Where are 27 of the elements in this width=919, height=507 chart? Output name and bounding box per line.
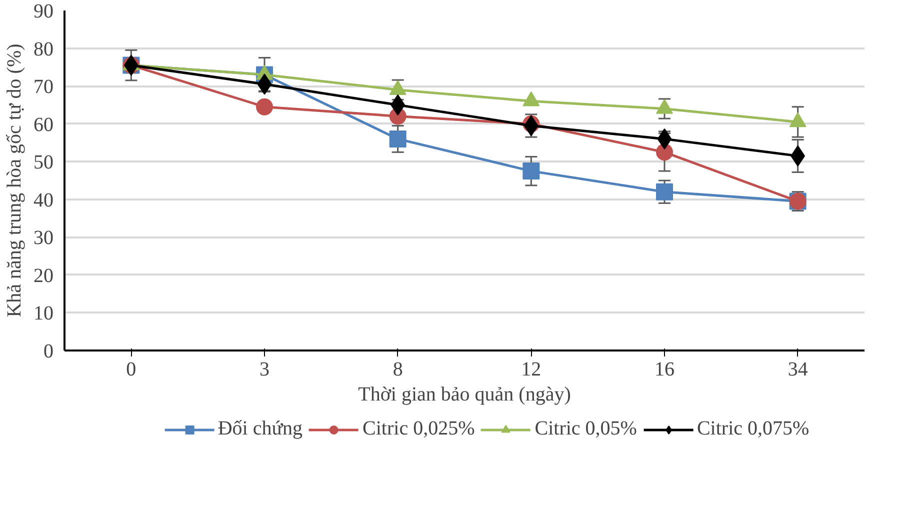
y-tick-label: 70 [34,76,54,98]
y-tick-label: 40 [34,189,54,212]
x-tick-label: 8 [392,358,403,380]
y-tick-label: 0 [44,340,54,362]
x-tick-label: 16 [654,358,674,380]
point [389,130,406,148]
y-tick-label: 80 [34,38,54,60]
x-tick-label: 12 [521,358,542,380]
x-axis-title: Thời gian bảo quản (ngày) [358,384,571,406]
y-tick-label: 10 [34,302,54,325]
x-tick-label: 34 [788,358,808,380]
point [256,98,273,116]
legend-label: Đối chứng [218,418,303,440]
x-tick-label: 0 [126,358,136,380]
y-tick-label: 20 [34,264,54,287]
y-tick-label: 60 [34,114,54,136]
legend-label: Citric 0,075% [696,418,810,440]
point [522,162,540,180]
y-axis-title: Khả năng trung hòa gốc tự do (%) [4,44,26,318]
y-tick-label: 90 [34,0,54,22]
y-tick-label: 30 [34,227,54,250]
x-tick-label: 3 [260,358,270,380]
legend-label: Citric 0,05% [534,418,637,440]
point [656,144,673,161]
y-tick-label: 50 [34,152,54,174]
point [656,183,673,200]
legend-label: Citric 0,025% [362,418,475,440]
